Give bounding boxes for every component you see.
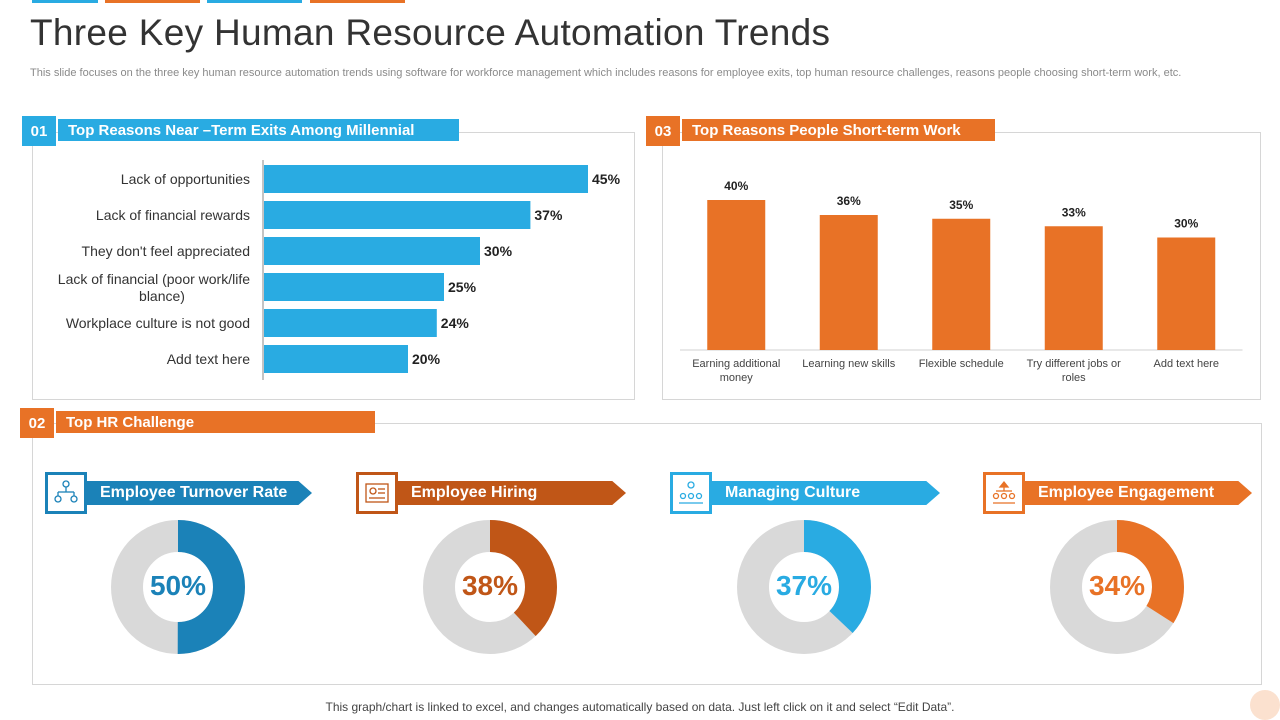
exits-bar-lack-of-opportunities <box>264 165 588 193</box>
section-03-number: 03 <box>646 116 680 146</box>
exits-label-lack-of-financial-poor-work-life-blance: Lack of financial (poor work/life blance) <box>58 271 250 304</box>
exits-value-lack-of-financial-poor-work-life-blance: 25% <box>448 279 477 295</box>
page-title: Three Key Human Resource Automation Tren… <box>30 12 831 53</box>
donut-hiring <box>423 520 557 654</box>
section-02-panel <box>32 423 1262 685</box>
work-value-flexible-schedule: 35% <box>949 198 973 212</box>
top-strip-1 <box>32 0 98 3</box>
top-strip-3 <box>207 0 302 3</box>
exits-bar-add-text-here <box>264 345 408 373</box>
donut-engagement-label: 34% <box>1088 570 1146 601</box>
exits-value-they-don-t-feel-appreciated: 30% <box>484 243 513 259</box>
work-value-earning-additional-money: 40% <box>724 179 748 193</box>
exits-label-workplace-culture-is-not-good: Workplace culture is not good <box>66 315 250 331</box>
donut-culture-value-arc <box>737 520 871 654</box>
kpi-banner-engagement: Employee Engagement <box>1024 481 1252 505</box>
short-term-work-bar-chart: 40% Earning additional money 36% Learning ne… <box>680 179 1243 384</box>
work-bar-try-different-jobs-or-roles <box>1044 226 1103 350</box>
section-02-title: Top HR Challenge <box>56 411 375 433</box>
work-bar-earning-additional-money <box>707 200 766 350</box>
exits-value-lack-of-opportunities: 45% <box>592 171 621 187</box>
exits-bar-they-don-t-feel-appreciated <box>264 237 480 265</box>
section-02-number: 02 <box>20 408 54 438</box>
work-label-learning-new-skills: Learning new skills <box>802 358 895 370</box>
exits-bar-lack-of-financial-poor-work-life-blance <box>264 273 444 301</box>
donut-culture <box>737 520 871 654</box>
kpi-banner-culture: Managing Culture <box>711 481 940 505</box>
work-label-add-text-here: Add text here <box>1154 358 1219 370</box>
hierarchy-icon <box>983 472 1025 514</box>
corner-decoration <box>1250 690 1280 720</box>
work-label-flexible-schedule: Flexible schedule <box>919 358 1004 370</box>
work-value-learning-new-skills: 36% <box>837 194 861 208</box>
work-value-try-different-jobs-or-roles: 33% <box>1062 205 1086 219</box>
donut-hiring-label: 38% <box>461 570 519 601</box>
exits-label-they-don-t-feel-appreciated: They don't feel appreciated <box>82 243 250 259</box>
donut-engagement <box>1050 520 1184 654</box>
exits-label-lack-of-opportunities: Lack of opportunities <box>121 171 250 187</box>
exits-bar-workplace-culture-is-not-good <box>264 309 437 337</box>
exits-label-lack-of-financial-rewards: Lack of financial rewards <box>96 207 250 223</box>
donut-culture-label: 37% <box>775 570 833 601</box>
donut-turnover <box>111 520 245 654</box>
kpi-banner-turnover: Employee Turnover Rate <box>86 481 312 505</box>
section-01-number: 01 <box>22 116 56 146</box>
team-icon <box>670 472 712 514</box>
work-label-earning-additional-money: Earning additional money <box>692 358 780 384</box>
work-value-add-text-here: 30% <box>1174 217 1198 231</box>
top-strip-4 <box>310 0 405 3</box>
section-01-title: Top Reasons Near –Term Exits Among Mille… <box>58 119 459 141</box>
resume-icon <box>356 472 398 514</box>
work-label-try-different-jobs-or-roles: Try different jobs or roles <box>1027 358 1121 384</box>
donut-turnover-label: 50% <box>149 570 207 601</box>
footer-note: This graph/chart is linked to excel, and… <box>325 700 955 714</box>
work-bar-add-text-here <box>1157 237 1216 350</box>
donut-turnover-value-arc <box>111 520 245 654</box>
donut-engagement-value-arc <box>1050 520 1184 654</box>
exits-value-workplace-culture-is-not-good: 24% <box>441 315 470 331</box>
section-03-title: Top Reasons People Short-term Work <box>682 119 995 141</box>
org-chart-icon <box>45 472 87 514</box>
exits-bar-lack-of-financial-rewards <box>264 201 531 229</box>
exits-value-lack-of-financial-rewards: 37% <box>534 207 563 223</box>
donut-hiring-value-arc <box>423 520 557 654</box>
exits-label-add-text-here: Add text here <box>167 351 250 367</box>
exits-bar-chart: 45% Lack of opportunities 37% Lack of finan… <box>58 160 621 380</box>
page-subtitle: This slide focuses on the three key huma… <box>30 67 1182 79</box>
kpi-banner-hiring: Employee Hiring <box>397 481 626 505</box>
work-bar-flexible-schedule <box>932 218 991 350</box>
work-bar-learning-new-skills <box>819 215 878 350</box>
top-strip-2 <box>105 0 200 3</box>
exits-value-add-text-here: 20% <box>412 351 441 367</box>
